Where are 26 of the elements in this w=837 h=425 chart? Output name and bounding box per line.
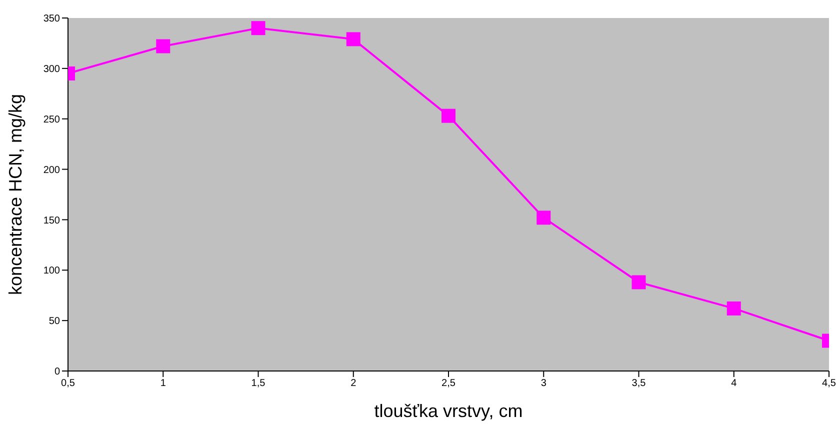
point	[726, 301, 741, 316]
point	[442, 108, 456, 123]
x-tick-label: 1	[160, 378, 166, 390]
y-tick-label: 350	[43, 14, 60, 25]
x-tick-label: 1,5	[251, 378, 266, 390]
x-tick-label: 3,5	[632, 378, 646, 390]
x-tick-label: 2,5	[442, 378, 456, 390]
y-axis-title: koncentrace HCN, mg/kg	[5, 94, 26, 296]
y-tick-label: 150	[43, 215, 60, 226]
x-tick-label: 4	[731, 378, 738, 390]
x-axis-title: tloušťka vrstvy, cm	[374, 401, 523, 421]
x-tick-label: 2	[350, 378, 357, 390]
y-tick-label: 250	[43, 114, 60, 126]
y-tick-label: 50	[48, 316, 60, 328]
y-tick-label: 300	[43, 64, 60, 75]
y-tick-label: 100	[43, 266, 60, 277]
point	[156, 39, 170, 54]
point	[251, 21, 266, 36]
point	[536, 210, 551, 225]
x-tick-label: 3	[540, 378, 547, 390]
point	[346, 32, 360, 46]
x-tick-label: 4,5	[822, 378, 836, 390]
y-tick-label: 0	[54, 366, 60, 378]
y-tick-label: 200	[43, 164, 60, 176]
x-tick-label: 0,5	[61, 378, 76, 390]
point	[632, 275, 646, 290]
